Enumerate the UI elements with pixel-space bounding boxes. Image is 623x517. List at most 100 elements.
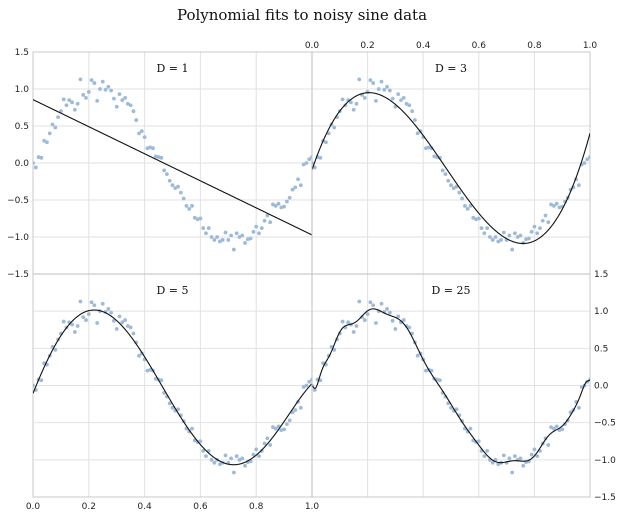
data-point [535,454,540,459]
data-point [151,146,155,151]
data-point [460,196,465,201]
data-point [209,457,214,462]
data-point [515,235,520,239]
data-point [532,447,537,452]
data-point [496,462,501,467]
data-point [178,190,183,195]
x-tick-label: 0.6 [472,41,487,51]
data-point [231,247,236,252]
data-point [379,301,384,306]
data-point [215,235,220,239]
data-point [293,408,298,412]
data-point [86,90,91,94]
data-point [351,330,356,334]
panels-group: D = 1 −1.5 −1.0 −0.5 0.0 0.5 1.0 1.5 D = 3 0.0 0.2… [7,41,616,512]
data-point [404,324,409,328]
data-point [95,321,100,325]
data-point [518,233,523,238]
data-point [70,322,74,327]
data-point [554,201,559,206]
data-point [176,407,180,412]
fit-curve [312,308,590,464]
data-point [243,463,247,468]
data-point [257,454,261,459]
data-points [33,77,312,252]
data-point [229,456,233,461]
data-point [131,331,136,336]
data-point [103,87,108,92]
data-point [198,439,203,444]
data-point [360,315,364,320]
data-point [33,161,35,165]
data-point [248,236,253,241]
data-point [89,78,94,83]
data-point [399,98,403,102]
data-point [401,318,406,322]
data-point [218,239,222,244]
data-point [540,218,545,223]
data-point [204,454,208,459]
data-point [543,436,548,441]
y-tick-label: −1.5 [594,493,616,503]
data-point [304,161,309,165]
y-tick-label: 0.0 [594,382,609,392]
data-point [476,439,481,444]
data-point [120,320,125,325]
data-point [468,426,473,431]
data-point [206,226,211,231]
data-point [265,213,270,218]
data-point [326,131,331,136]
data-points [33,299,312,475]
x-tick-label: 0.8 [249,502,264,512]
data-point [184,204,189,208]
data-point [476,216,481,221]
grid-lines [32,273,313,498]
data-point [212,460,217,465]
data-point [396,92,401,97]
data-point [385,84,389,89]
data-point [251,229,256,234]
data-point [61,97,66,102]
data-point [89,300,94,305]
data-point [307,379,312,384]
data-point [551,426,556,431]
data-point [268,220,273,225]
data-point [134,118,139,122]
data-point [437,378,442,383]
data-point [192,215,197,220]
data-point [201,226,206,231]
data-point [301,385,306,389]
data-point [346,320,351,325]
data-point [123,318,127,322]
data-point [142,135,147,140]
data-point [546,443,551,447]
data-point [551,204,556,208]
data-point [33,383,35,388]
data-point [106,84,111,89]
data-point [75,324,80,328]
data-point [47,131,52,136]
data-point [415,353,420,358]
data-point [371,303,376,308]
data-point [120,98,125,102]
data-point [61,319,66,324]
data-point [92,303,97,308]
x-tick-label: 0.2 [360,41,374,51]
data-point [404,101,409,106]
data-point [56,115,61,120]
data-point [254,224,259,229]
data-point [106,307,111,311]
data-point [471,215,476,220]
data-point [137,353,141,358]
data-point [209,235,214,239]
data-point [95,98,100,103]
data-point [501,453,506,458]
data-point [507,233,512,238]
data-point [468,204,473,208]
data-point [510,470,515,475]
fit-curve [312,92,590,245]
data-point [354,324,359,328]
data-point [268,443,273,447]
data-point [379,79,384,84]
